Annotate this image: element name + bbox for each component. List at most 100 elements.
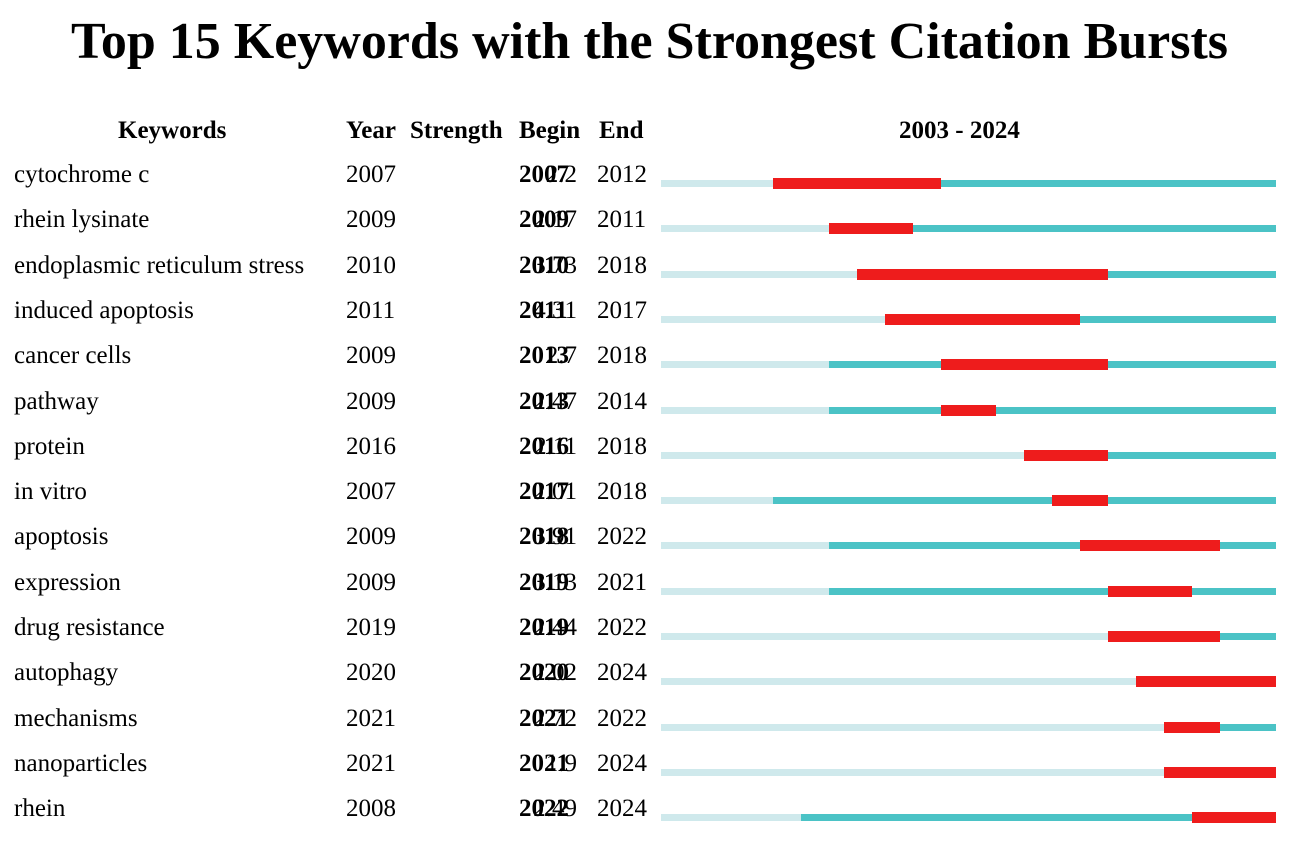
keyword-label: expression bbox=[14, 568, 121, 596]
burst-bar bbox=[1052, 495, 1109, 507]
burst-end-value: 2018 bbox=[597, 342, 647, 370]
timeline-active-segment bbox=[828, 587, 1276, 595]
burst-end-value: 2024 bbox=[597, 795, 647, 823]
burst-begin-value: 2019 bbox=[519, 614, 569, 641]
timeline-active-segment bbox=[1024, 451, 1276, 459]
strength-value: 2.2 bbox=[545, 161, 577, 188]
first-year-value: 2009 bbox=[346, 387, 396, 415]
first-year-value: 2009 bbox=[346, 568, 396, 596]
burst-bar bbox=[1080, 540, 1221, 552]
timeline-inactive-segment bbox=[661, 270, 857, 278]
keyword-label: rhein lysinate bbox=[14, 206, 150, 234]
timeline-inactive-segment bbox=[661, 315, 885, 323]
timeline-active-segment bbox=[772, 497, 1276, 505]
strength-value: 4.31 bbox=[533, 296, 577, 324]
strength-value: 3.13 bbox=[533, 568, 577, 596]
strength-value: 2.02 bbox=[533, 659, 577, 687]
strength-value: 2.11 bbox=[534, 432, 577, 460]
timeline-inactive-segment bbox=[661, 814, 801, 822]
timeline-inactive-segment bbox=[661, 497, 773, 505]
timeline-inactive-segment bbox=[661, 542, 829, 550]
burst-end-value: 2024 bbox=[597, 659, 647, 687]
burst-bar bbox=[940, 359, 1109, 371]
burst-bar bbox=[1192, 812, 1276, 824]
first-year-value: 2009 bbox=[346, 523, 396, 551]
keyword-label: pathway bbox=[14, 387, 99, 415]
timeline-active-segment bbox=[828, 225, 1276, 233]
header-strength: Strength bbox=[410, 117, 503, 144]
burst-bar bbox=[940, 404, 997, 416]
first-year-value: 2008 bbox=[346, 795, 396, 823]
strength-value: 2.44 bbox=[533, 614, 577, 641]
first-year-value: 2009 bbox=[346, 206, 396, 234]
burst-bar bbox=[1164, 766, 1276, 778]
burst-begin-value: 2017 bbox=[519, 478, 569, 506]
burst-end-value: 2022 bbox=[597, 523, 647, 551]
burst-end-value: 2022 bbox=[597, 704, 647, 732]
table-row: drug resistance 2019 2.44 2019 2022 bbox=[0, 613, 1299, 658]
first-year-value: 2021 bbox=[346, 749, 396, 777]
burst-bar bbox=[1164, 721, 1221, 733]
burst-begin-value: 2016 bbox=[519, 432, 569, 460]
first-year-value: 2021 bbox=[346, 704, 396, 732]
burst-begin-value: 2011 bbox=[519, 296, 568, 324]
keyword-label: apoptosis bbox=[14, 523, 109, 551]
strength-value: 2.49 bbox=[533, 795, 577, 823]
burst-begin-value: 2010 bbox=[519, 251, 569, 279]
table-row: in vitro 2007 2.01 2017 2018 bbox=[0, 477, 1299, 522]
keyword-label: mechanisms bbox=[14, 704, 138, 732]
strength-value: 2.47 bbox=[533, 387, 577, 415]
burst-begin-value: 2018 bbox=[519, 523, 569, 551]
timeline-active-segment bbox=[772, 180, 1276, 187]
burst-bar bbox=[1024, 449, 1109, 461]
keyword-label: rhein bbox=[14, 795, 66, 823]
keyword-label: protein bbox=[14, 432, 85, 460]
keyword-label: induced apoptosis bbox=[14, 296, 194, 324]
header-keywords: Keywords bbox=[118, 117, 227, 144]
burst-end-value: 2017 bbox=[597, 296, 647, 324]
strength-value: 2.7 bbox=[545, 342, 577, 370]
burst-end-value: 2018 bbox=[597, 478, 647, 506]
timeline-inactive-segment bbox=[661, 723, 1165, 731]
burst-end-value: 2014 bbox=[597, 387, 647, 415]
burst-begin-value: 2007 bbox=[519, 161, 569, 188]
first-year-value: 2011 bbox=[346, 296, 396, 324]
burst-end-value: 2012 bbox=[597, 161, 647, 188]
timeline-active-segment bbox=[828, 406, 1276, 414]
timeline-inactive-segment bbox=[661, 180, 773, 187]
header-begin: Begin bbox=[519, 117, 581, 144]
burst-begin-value: 2021 bbox=[519, 704, 569, 732]
table-row: pathway 2009 2.47 2013 2014 bbox=[0, 387, 1299, 432]
strength-value: 2.01 bbox=[533, 478, 577, 506]
strength-value: 1.9 bbox=[545, 749, 577, 777]
timeline-active-segment bbox=[1164, 723, 1276, 731]
burst-end-value: 2018 bbox=[597, 432, 647, 460]
table-row: protein 2016 2.11 2016 2018 bbox=[0, 432, 1299, 477]
keyword-label: drug resistance bbox=[14, 614, 165, 641]
table-row: rhein 2008 2.49 2022 2024 bbox=[0, 794, 1299, 839]
timeline-inactive-segment bbox=[661, 587, 829, 595]
keyword-label: nanoparticles bbox=[14, 749, 148, 777]
burst-begin-value: 2013 bbox=[519, 342, 569, 370]
keyword-label: autophagy bbox=[14, 659, 119, 687]
header-year-range: 2003 - 2024 bbox=[899, 117, 1020, 144]
chart-title: Top 15 Keywords with the Strongest Citat… bbox=[70, 13, 1229, 70]
burst-end-value: 2021 bbox=[597, 568, 647, 596]
first-year-value: 2016 bbox=[346, 432, 396, 460]
burst-begin-value: 2021 bbox=[519, 749, 569, 777]
burst-end-value: 2018 bbox=[597, 251, 647, 279]
table-row: induced apoptosis 2011 4.31 2011 2017 bbox=[0, 296, 1299, 341]
burst-bar bbox=[856, 268, 1109, 280]
timeline-inactive-segment bbox=[661, 633, 1109, 640]
burst-begin-value: 2019 bbox=[519, 568, 569, 596]
table-row: rhein lysinate 2009 2.17 2009 2011 bbox=[0, 205, 1299, 250]
burst-end-value: 2024 bbox=[597, 749, 647, 777]
burst-bar bbox=[772, 178, 941, 189]
timeline-inactive-segment bbox=[661, 451, 1025, 459]
table-row: cytochrome c 2007 2.2 2007 2012 bbox=[0, 160, 1299, 205]
first-year-value: 2009 bbox=[346, 342, 396, 370]
header-end: End bbox=[599, 117, 644, 144]
table-row: cancer cells 2009 2.7 2013 2018 bbox=[0, 341, 1299, 386]
table-row: autophagy 2020 2.02 2020 2024 bbox=[0, 658, 1299, 703]
